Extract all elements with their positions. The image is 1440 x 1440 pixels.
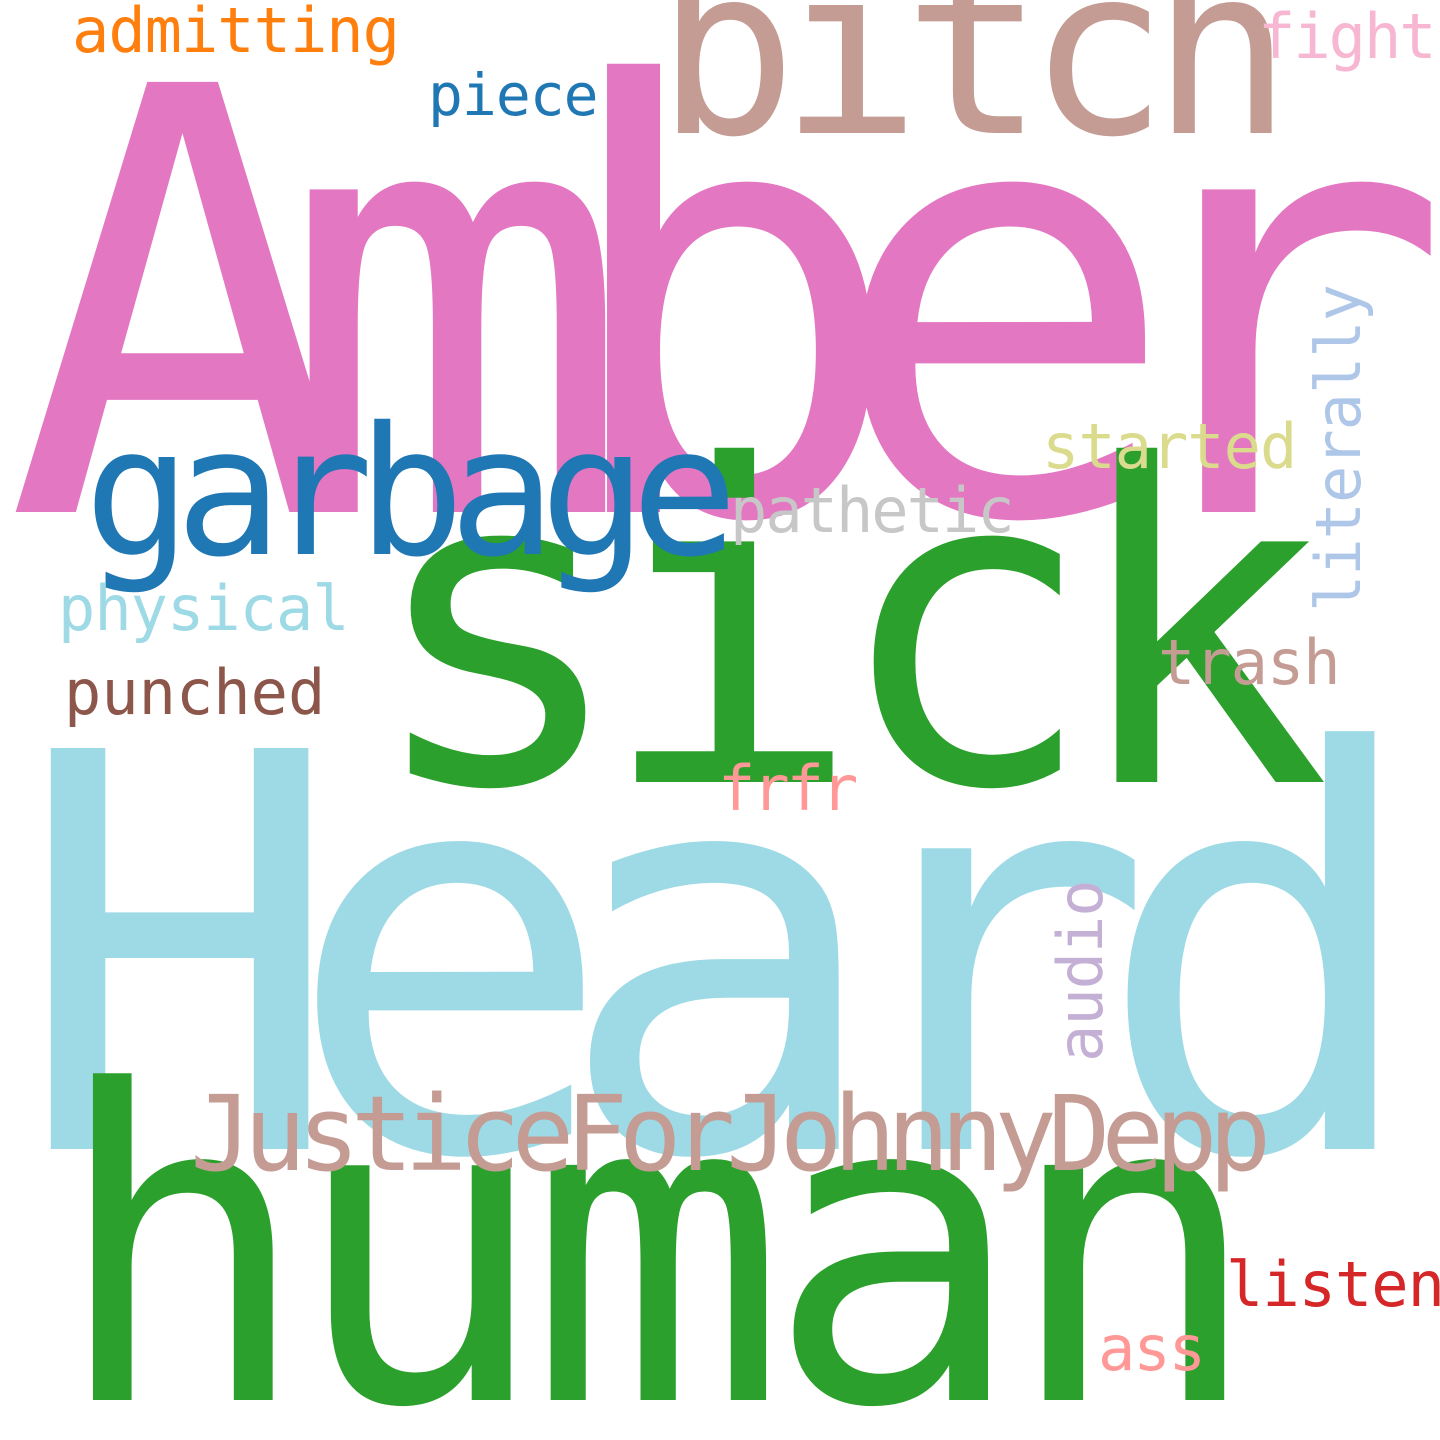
word-fight: fight	[1258, 0, 1437, 73]
word-bitch: bitch	[656, 0, 1292, 189]
word-pathetic: pathetic	[730, 474, 1015, 547]
word-physical: physical	[58, 572, 350, 645]
word-admitting: admitting	[72, 0, 400, 67]
word-sick: sick	[364, 374, 1331, 886]
word-literally: literally	[1302, 285, 1375, 612]
word-human: human	[52, 1002, 1262, 1440]
word-started: started	[1042, 410, 1297, 483]
word-trash: trash	[1158, 626, 1341, 699]
word-heard: Heard	[14, 638, 1426, 1279]
word-piece: piece	[428, 61, 599, 129]
word-punched: punched	[64, 656, 326, 729]
word-garbage: garbage	[84, 389, 738, 596]
word-audio: audio	[1044, 880, 1117, 1062]
word-ass: ass	[1098, 1312, 1206, 1385]
word-justicefor-johnnydepp: JusticeForJohnnyDepp	[190, 1073, 1271, 1195]
word-listen: listen	[1226, 1248, 1440, 1321]
word-amber: Amber	[5, 0, 1440, 652]
word-frfr: frfr	[718, 752, 858, 825]
